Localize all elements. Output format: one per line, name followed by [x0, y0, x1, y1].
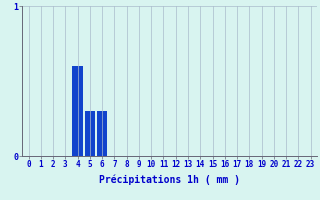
Bar: [85, 111, 95, 156]
X-axis label: Précipitations 1h ( mm ): Précipitations 1h ( mm ): [99, 175, 240, 185]
Bar: [72, 66, 83, 156]
Bar: [97, 111, 107, 156]
